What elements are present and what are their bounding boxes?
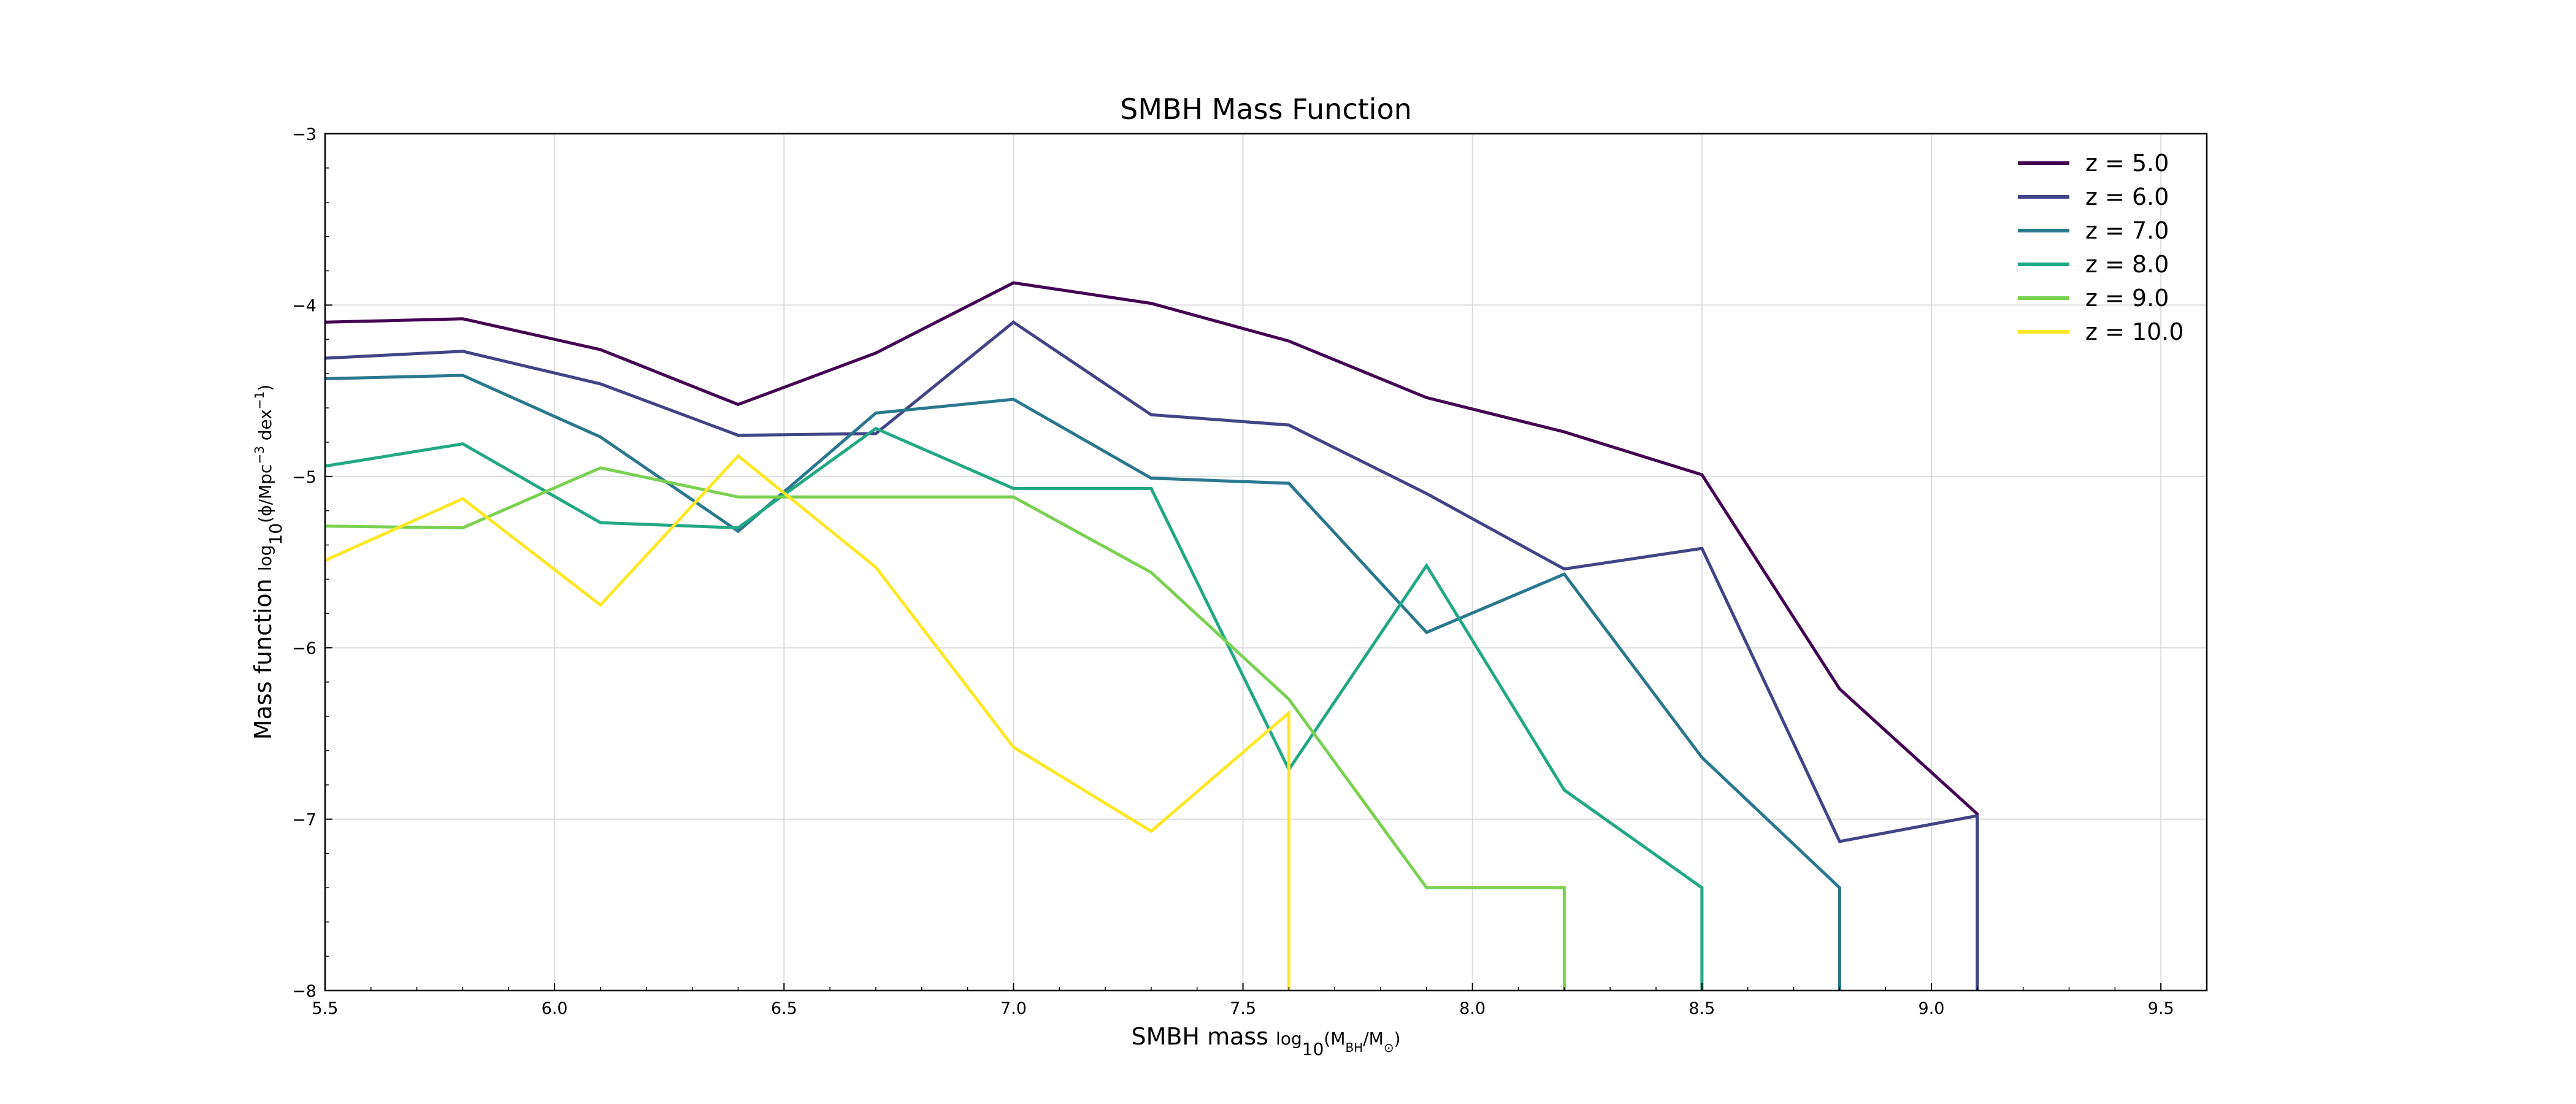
x-tick-label: 6.0: [542, 999, 568, 1018]
legend-label-6: z = 10.0: [2085, 318, 2184, 345]
x-axis-title-log-sub: 10: [1302, 1039, 1324, 1059]
x-axis-title: SMBH mass log10(MBH/M⊙): [1131, 1023, 1400, 1059]
series-line-4: [324, 426, 1704, 991]
y-axis-title-exp2: −1: [252, 391, 267, 409]
chart-title: SMBH Mass Function: [1120, 93, 1412, 126]
series-line-1: [324, 281, 1979, 991]
y-axis-title-close: ): [255, 385, 275, 391]
y-tick-label: −5: [292, 468, 316, 487]
x-tick-label: 9.5: [2148, 999, 2174, 1018]
y-axis-title: Mass function log10(ϕ/Mpc−3 dex−1): [250, 385, 286, 740]
y-axis-title-mid: dex: [255, 409, 275, 446]
y-axis-title-log-sub: 10: [266, 523, 286, 545]
x-axis-title-mid: /M: [1363, 1029, 1384, 1049]
x-tick-label: 8.5: [1689, 999, 1715, 1018]
x-tick-label: 5.5: [312, 999, 339, 1018]
legend-label-2: z = 6.0: [2085, 183, 2169, 210]
legend-label-4: z = 8.0: [2085, 251, 2169, 278]
y-tick-label: −7: [292, 811, 316, 830]
y-axis-title-prefix: Mass function: [250, 571, 277, 740]
grid-layer: [324, 133, 2207, 991]
x-axis-title-close: ): [1394, 1029, 1401, 1049]
legend-label-3: z = 7.0: [2085, 217, 2169, 244]
x-axis-title-prefix: SMBH mass: [1131, 1023, 1276, 1050]
plot-frame: [324, 132, 2208, 992]
x-axis-title-open: (M: [1324, 1029, 1345, 1049]
x-axis-title-sun: ⊙: [1384, 1040, 1394, 1055]
legend-label-5: z = 9.0: [2085, 285, 2169, 312]
x-tick-label: 6.5: [771, 999, 797, 1018]
x-tick-label: 9.0: [1919, 999, 1945, 1018]
legend: z = 5.0 z = 6.0 z = 7.0 z = 8.0 z = 9.0 z = 1…: [2018, 150, 2184, 345]
y-tick-label: −8: [292, 982, 316, 1001]
x-tick-label: 7.0: [1000, 999, 1027, 1018]
series-line-5: [324, 466, 1566, 991]
x-axis-title-m-sub: BH: [1345, 1040, 1363, 1055]
y-axis-title-body: (ϕ/Mpc: [255, 464, 275, 523]
x-tick-label: 8.0: [1459, 999, 1485, 1018]
tick-layer: 5.5 6.0 6.5 7.0 7.5 8.0 8.5 9.0 9.5 −3 −4 −5 −6 −7 −8: [292, 125, 2207, 1018]
legend-label-1: z = 5.0: [2085, 150, 2169, 177]
y-tick-label: −4: [292, 296, 316, 315]
series-line-2: [324, 320, 1979, 991]
series-line-3: [324, 374, 1841, 991]
y-axis-title-exp1: −3: [252, 446, 267, 464]
x-axis-title-log: log: [1276, 1029, 1302, 1049]
x-tick-label: 7.5: [1230, 999, 1256, 1018]
y-tick-label: −3: [292, 125, 316, 144]
series-line-6: [324, 453, 1290, 991]
series-layer: [324, 281, 1979, 991]
y-axis-title-log: log: [255, 545, 275, 571]
y-tick-label: −6: [292, 639, 316, 658]
